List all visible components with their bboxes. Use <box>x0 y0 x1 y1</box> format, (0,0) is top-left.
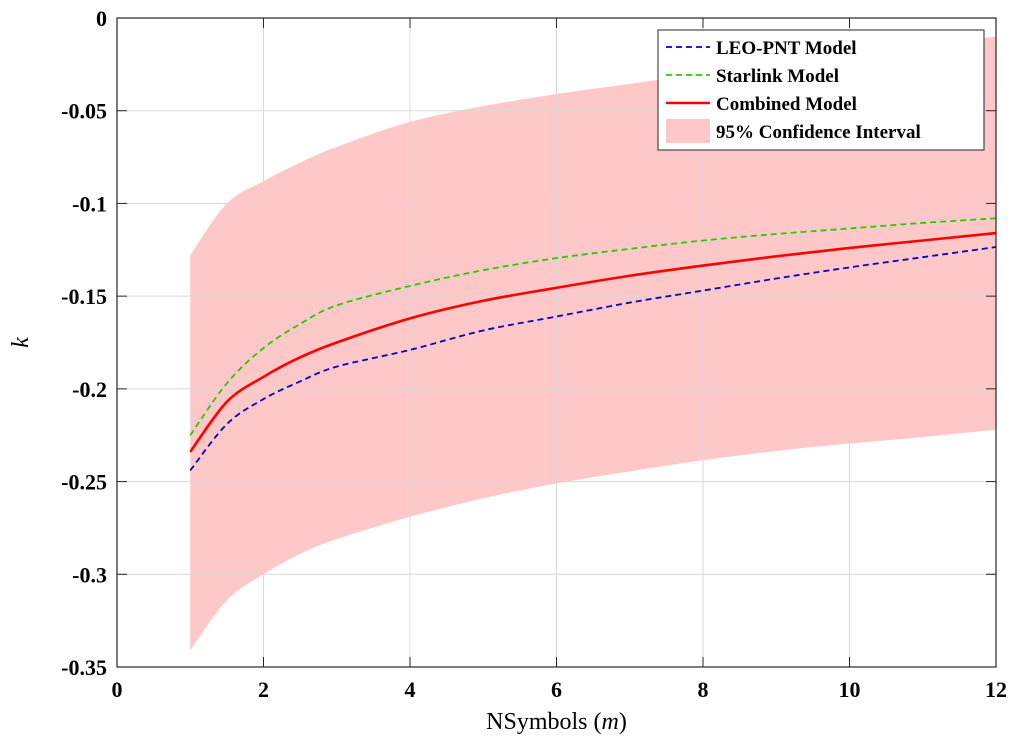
x-tick-label: 6 <box>551 677 562 702</box>
series-line-starlink-model <box>189 217 997 436</box>
series-line-combined-model <box>189 231 997 453</box>
legend-label: Combined Model <box>716 94 857 115</box>
y-tick-label: -0.3 <box>72 562 107 587</box>
y-tick-label: -0.1 <box>72 191 107 216</box>
y-tick-label: -0.15 <box>61 284 107 309</box>
series-line-leo-pnt-model <box>189 246 997 472</box>
legend-box <box>657 29 985 151</box>
legend-label: Starlink Model <box>716 66 839 87</box>
legend: LEO-PNT Model Starlink Model Combined Mode… <box>657 29 985 151</box>
y-tick-label: 0 <box>96 6 107 31</box>
x-axis-label-main: NSymbols ( <box>486 709 601 735</box>
y-tick-label: -0.35 <box>61 655 107 680</box>
x-axis-label-close: ) <box>619 709 627 735</box>
x-axis-label: NSymbols (m) <box>486 709 627 735</box>
confidence-band <box>190 36 996 651</box>
x-tick-label: 2 <box>258 677 269 702</box>
y-tick-label: -0.25 <box>61 470 107 495</box>
y-axis-label: k <box>8 337 34 348</box>
legend-label: LEO-PNT Model <box>716 38 857 59</box>
x-tick-label: 12 <box>985 677 1007 702</box>
x-axis-label-variable: m <box>602 709 619 735</box>
y-tick-label: -0.2 <box>72 377 107 402</box>
x-tick-label: 10 <box>839 677 861 702</box>
legend-swatch-patch <box>666 119 710 143</box>
x-tick-label: 0 <box>112 677 123 702</box>
x-tick-label: 8 <box>698 677 709 702</box>
legend-label: 95% Confidence Interval <box>716 122 921 143</box>
y-tick-label: -0.05 <box>61 99 107 124</box>
x-tick-label: 4 <box>405 677 416 702</box>
